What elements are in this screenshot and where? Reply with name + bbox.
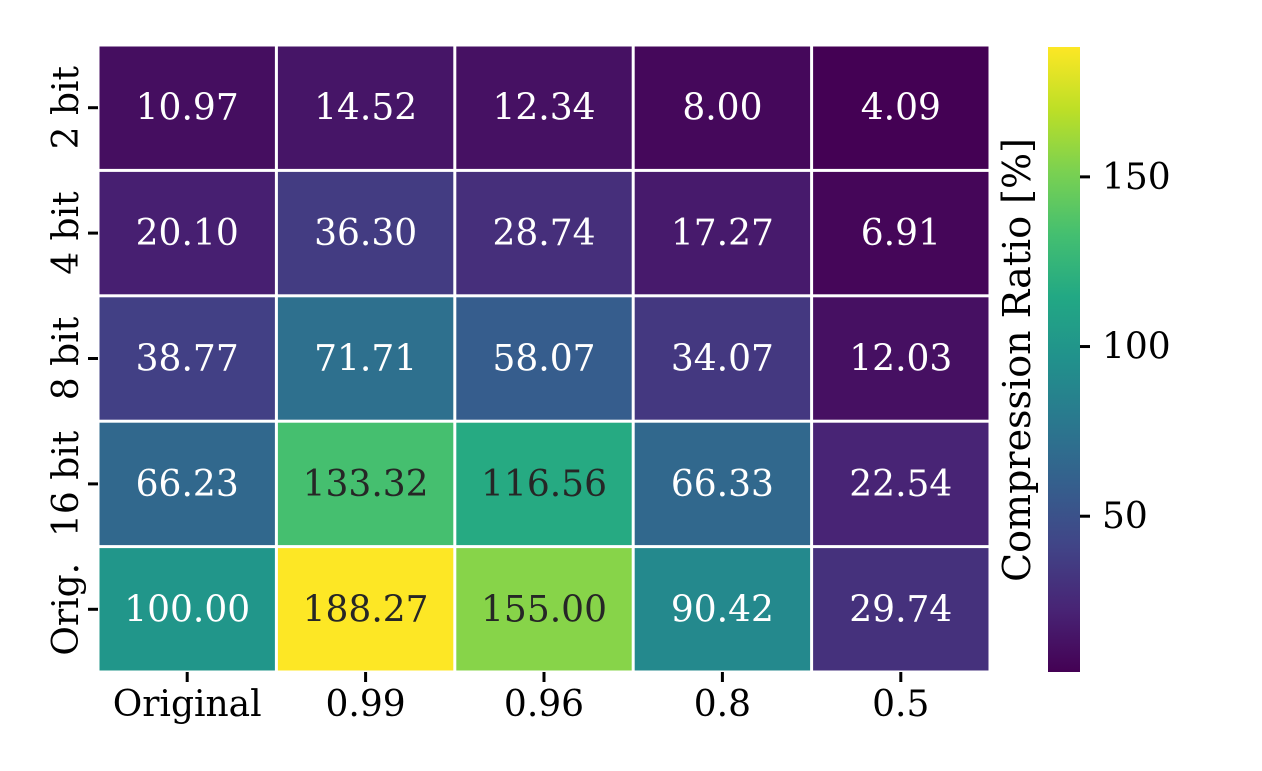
x-tick-label: 0.5 <box>872 684 929 725</box>
cell-value-label: 12.34 <box>492 88 595 129</box>
cell-value-label: 36.30 <box>314 213 417 254</box>
cell-value-label: 10.97 <box>136 88 239 129</box>
heatmap-cells: 10.97 14.52 12.34 8.00 4.09 20.10 36.30 28.74 17… <box>99 46 989 671</box>
colorbar-gradient <box>1048 47 1080 672</box>
heatmap-cell <box>277 422 454 546</box>
cell-value-label: 38.77 <box>136 339 239 380</box>
cell-value-label: 66.23 <box>136 464 239 505</box>
heatmap-cell <box>456 297 632 420</box>
heatmap-cell <box>99 548 275 671</box>
heatmap-cell <box>813 297 989 420</box>
cell-value-label: 66.33 <box>671 464 774 505</box>
heatmap-cell <box>813 548 989 671</box>
heatmap-cell <box>277 46 454 169</box>
heatmap-cell <box>813 171 989 295</box>
heatmap-cell <box>634 422 811 546</box>
heatmap-cell <box>456 422 632 546</box>
colorbar-tick-label: 100 <box>1102 327 1171 368</box>
cell-value-label: 133.32 <box>303 464 429 505</box>
x-tick-label: 0.99 <box>326 684 406 725</box>
cell-value-label: 8.00 <box>682 88 762 129</box>
cell-value-label: 17.27 <box>671 213 774 254</box>
heatmap-cell <box>99 422 275 546</box>
heatmap-cell <box>99 297 275 420</box>
cell-value-label: 14.52 <box>314 88 417 129</box>
cell-value-label: 90.42 <box>671 589 774 630</box>
heatmap-cell <box>634 297 811 420</box>
heatmap-cell <box>99 46 275 169</box>
cell-value-label: 155.00 <box>481 589 607 630</box>
heatmap-cell <box>456 46 632 169</box>
cell-value-label: 20.10 <box>136 213 239 254</box>
cell-value-label: 100.00 <box>124 589 250 630</box>
heatmap-cell <box>277 297 454 420</box>
y-tick-label: 2 bit <box>46 65 87 149</box>
heatmap-cell <box>634 171 811 295</box>
cell-value-label: 58.07 <box>492 339 595 380</box>
heatmap-cell <box>456 548 632 671</box>
x-tick-label: Original <box>113 684 262 725</box>
heatmap-cell <box>634 548 811 671</box>
colorbar-tick-label: 50 <box>1102 496 1148 537</box>
cell-value-label: 28.74 <box>492 213 595 254</box>
x-tick-label: 0.8 <box>694 684 751 725</box>
cell-value-label: 188.27 <box>303 589 429 630</box>
cell-value-label: 22.54 <box>849 464 952 505</box>
heatmap-cell <box>277 548 454 671</box>
cell-value-label: 116.56 <box>481 464 607 505</box>
cell-value-label: 29.74 <box>849 589 952 630</box>
cell-value-label: 12.03 <box>849 339 952 380</box>
heatmap-cell <box>813 422 989 546</box>
x-tick-label: 0.96 <box>504 684 584 725</box>
heatmap-cell <box>634 46 811 169</box>
heatmap-cell <box>456 171 632 295</box>
colorbar-tick-label: 150 <box>1102 157 1171 198</box>
y-tick-label: 16 bit <box>46 430 87 537</box>
colorbar-title: Compression Ratio [%] <box>995 138 1039 582</box>
y-tick-label: 8 bit <box>46 316 87 400</box>
y-tick-label: 4 bit <box>46 191 87 275</box>
colorbar: 50 100 150 Compression Ratio [%] <box>995 47 1171 672</box>
heatmap-cell <box>813 46 989 169</box>
cell-value-label: 34.07 <box>671 339 774 380</box>
heatmap-cell <box>99 171 275 295</box>
cell-value-label: 71.71 <box>314 339 417 380</box>
y-tick-label: Orig. <box>46 563 87 656</box>
heatmap-cell <box>277 171 454 295</box>
y-axis: 2 bit 4 bit 8 bit 16 bit Orig. <box>46 65 98 656</box>
x-axis: Original 0.99 0.96 0.8 0.5 <box>113 672 929 725</box>
cell-value-label: 6.91 <box>861 213 941 254</box>
cell-value-label: 4.09 <box>861 88 941 129</box>
